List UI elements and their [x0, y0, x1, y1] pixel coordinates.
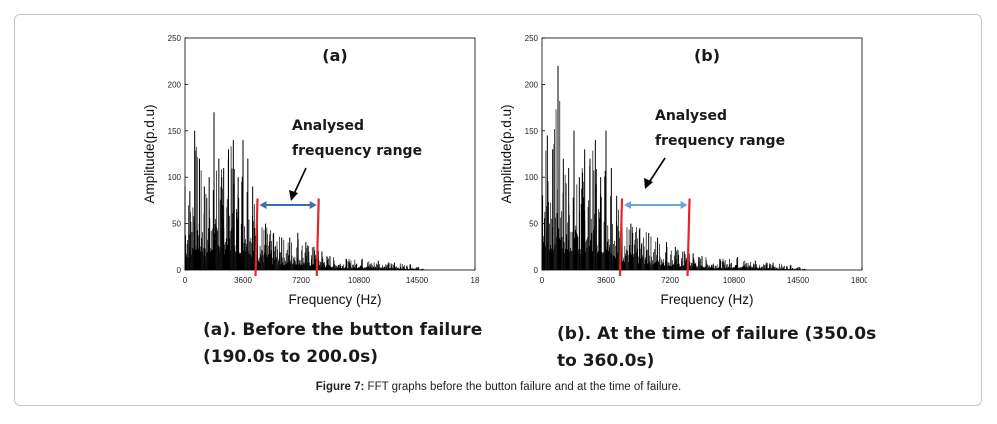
range-marker-end: [686, 198, 691, 277]
x-tick-label: 14500: [787, 276, 810, 285]
y-tick-label: 0: [177, 266, 182, 275]
annotation-pointer: [292, 167, 307, 197]
x-tick-label: 18: [471, 276, 480, 285]
range-arrow-head-left: [624, 201, 631, 210]
y-tick-label: 50: [172, 220, 181, 229]
x-tick-label: 7200: [292, 276, 310, 285]
x-tick-label: 10800: [723, 276, 746, 285]
caption-at-failure-line2: to 360.0s): [557, 351, 655, 371]
x-tick-label: 10800: [348, 276, 371, 285]
y-tick-label: 0: [534, 266, 539, 275]
y-tick-label: 150: [525, 127, 539, 136]
fft-chart-before-failure: 0 50 100 150 200 250 0 3600 7200 10800 14500 18 Anal…: [142, 34, 480, 307]
y-tick-label: 100: [168, 173, 182, 182]
fft-chart-at-failure: 0 50 100 150 200 250 0 3600 7200 10800 14500 18000 A…: [499, 34, 867, 307]
y-axis-label: Amplitude(p.d.u): [142, 104, 157, 203]
spectrum-series: [541, 65, 809, 270]
x-axis-label: Frequency (Hz): [660, 292, 753, 307]
x-tick-label: 7200: [661, 276, 679, 285]
caption-before-failure-line2: (190.0s to 200.0s): [203, 347, 378, 367]
y-tick-label: 250: [525, 34, 539, 43]
y-tick-label: 200: [168, 80, 182, 89]
annotation-pointer-head: [289, 190, 298, 201]
range-arrow-head-left: [259, 201, 267, 210]
x-tick-label: 0: [183, 276, 188, 285]
x-tick-label: 18000: [851, 276, 867, 285]
annotation-line1: Analysed: [292, 118, 364, 134]
y-tick-label: 50: [529, 220, 538, 229]
y-tick-label: 200: [525, 80, 539, 89]
x-tick-label: 3600: [597, 276, 615, 285]
caption-before-failure-line1: (a). Before the button failure: [203, 320, 483, 340]
range-marker-end: [315, 198, 320, 277]
x-tick-label: 14500: [406, 276, 429, 285]
annotation-pointer-head: [644, 178, 653, 189]
figure-caption-label: Figure 7:: [315, 381, 365, 393]
range-arrow-head-right: [309, 201, 317, 210]
annotation-line1: Analysed: [655, 108, 727, 124]
panel-label: (b): [694, 46, 720, 65]
figure-frame: [14, 14, 982, 406]
y-tick-label: 100: [525, 173, 539, 182]
y-axis-label: Amplitude(p.d.u): [499, 104, 514, 203]
annotation-line2: frequency range: [292, 143, 422, 159]
caption-before-failure: (a). Before the button failure (190.0s t…: [203, 317, 482, 371]
range-marker-start: [254, 198, 259, 277]
annotation-pointer: [647, 157, 666, 185]
figure-caption: Figure 7: FFT graphs before the button f…: [0, 381, 997, 393]
y-tick-label: 250: [168, 34, 182, 43]
x-tick-label: 3600: [234, 276, 252, 285]
caption-at-failure-line1: (b). At the time of failure (350.0s: [557, 324, 877, 344]
x-tick-label: 0: [540, 276, 545, 285]
spectrum-series: [184, 112, 427, 270]
caption-at-failure: (b). At the time of failure (350.0s to 3…: [557, 321, 876, 375]
y-tick-label: 150: [168, 127, 182, 136]
range-marker-start: [618, 198, 624, 277]
figure-caption-text: FFT graphs before the button failure and…: [364, 381, 682, 393]
x-axis-label: Frequency (Hz): [288, 292, 381, 307]
annotation-line2: frequency range: [655, 133, 785, 149]
panel-label: (a): [322, 46, 347, 65]
range-arrow-head-right: [680, 201, 688, 210]
